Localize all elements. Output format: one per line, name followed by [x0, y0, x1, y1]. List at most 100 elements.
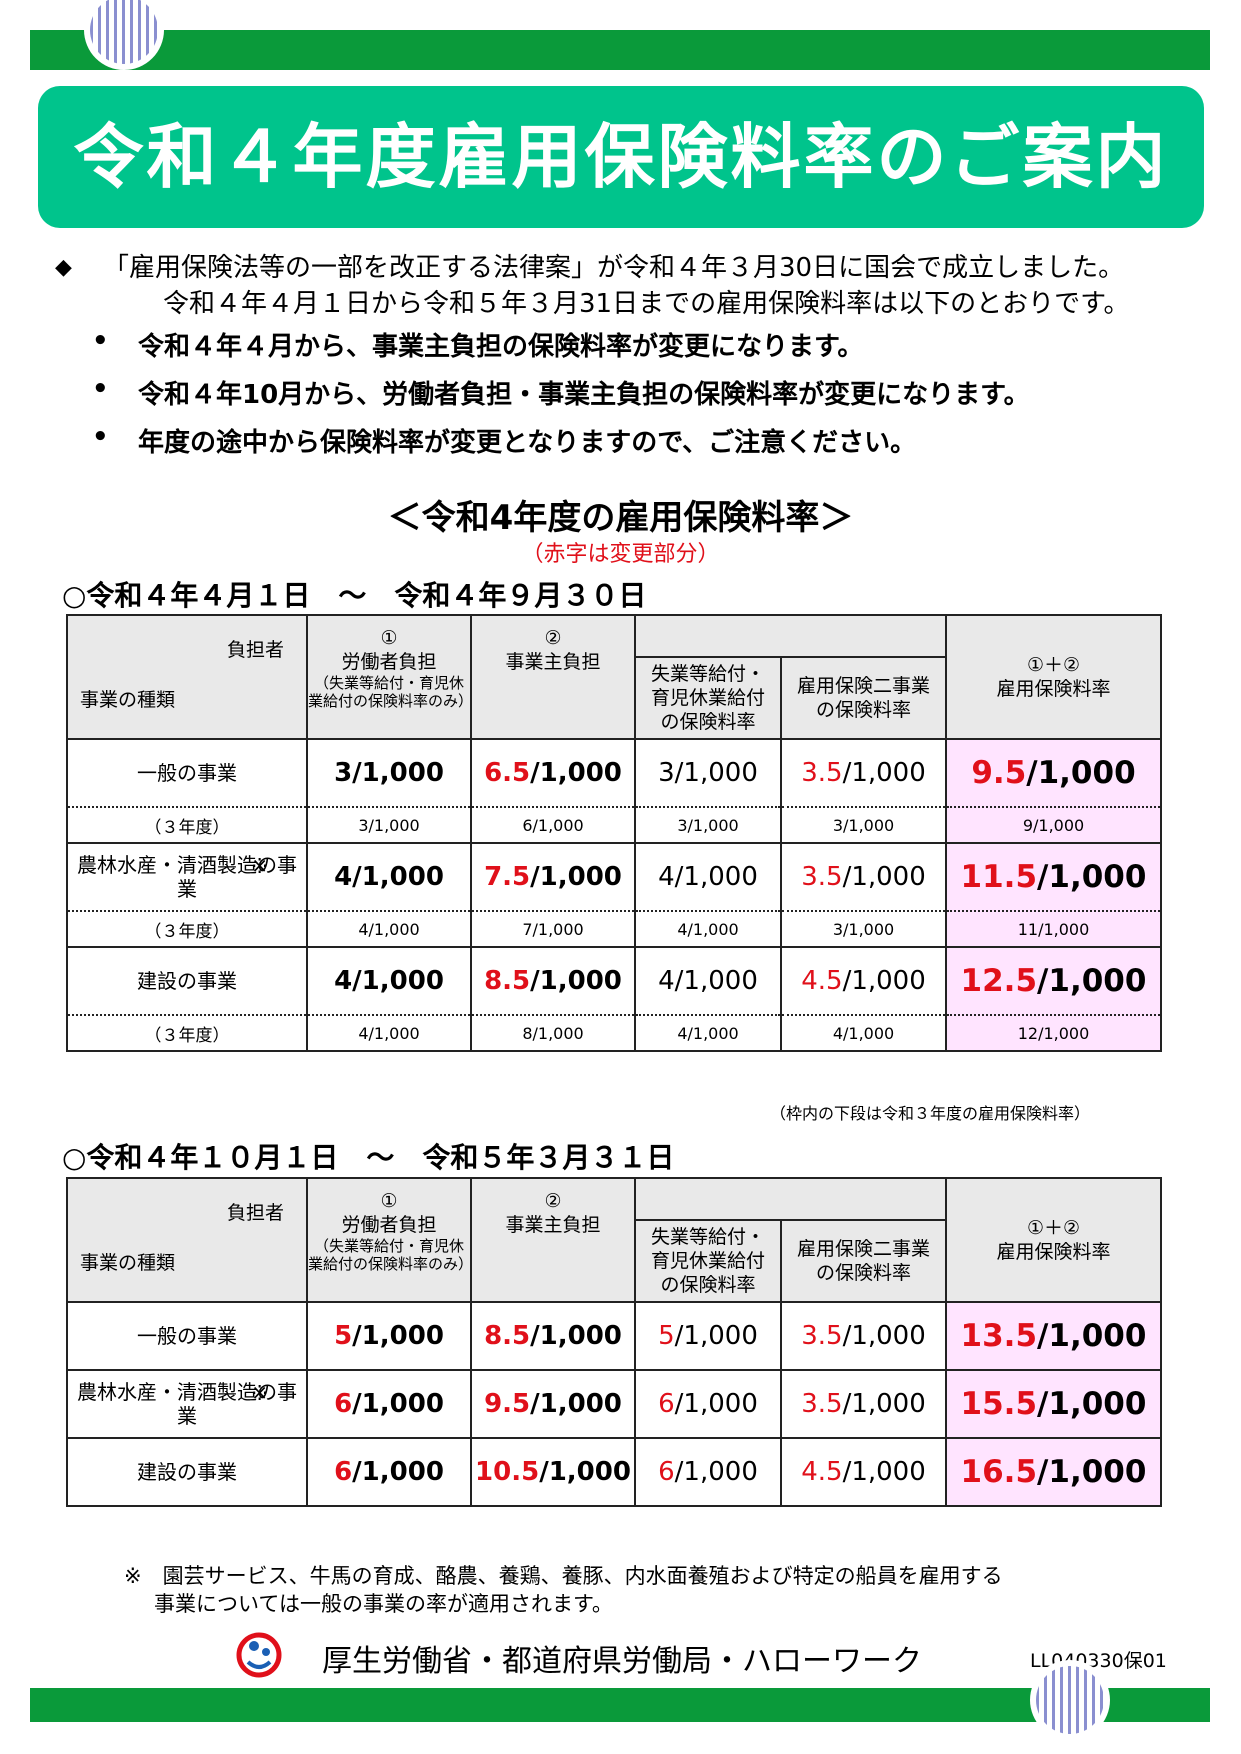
page-title: 令和４年度雇用保険料率のご案内 — [73, 116, 1169, 198]
prev-year-rate-cell: 7/1,000 — [470, 910, 636, 948]
employer-rate-cell: 6.5/1,000 — [470, 738, 636, 808]
two-programs-rate-cell: 3.5/1,000 — [780, 1301, 947, 1371]
prev-year-row: （３年度） 3/1,000 6/1,000 3/1,000 3/1,000 9/1,000 — [66, 806, 1162, 844]
worker-rate-cell: 4/1,000 — [306, 842, 472, 912]
period-2-label: ○令和４年１０月１日 ～ 令和５年３月３１日 — [62, 1141, 675, 1174]
total-rate-cell: 12.5/1,000 — [945, 946, 1162, 1016]
prev-year-rate-cell: 4/1,000 — [780, 1014, 947, 1052]
table-row: 一般の事業 5/1,000 8.5/1,000 5/1,000 3.5/1,000 13.… — [66, 1301, 1162, 1371]
unemployment-rate-cell: 4/1,000 — [634, 946, 782, 1016]
two-programs-rate-cell: 3.5/1,000 — [780, 738, 947, 808]
employer-rate-cell: 10.5/1,000 — [470, 1437, 636, 1507]
decorative-circle — [1030, 1660, 1110, 1740]
worker-rate-cell: 6/1,000 — [306, 1437, 472, 1507]
prev-year-label: （３年度） — [66, 806, 308, 844]
prev-year-rate-cell: 4/1,000 — [306, 1014, 472, 1052]
footnote: ※ 園芸サービス、牛馬の育成、酪農、養鶏、養豚、内水面養殖および特定の船員を雇用… — [124, 1564, 1003, 1616]
unemployment-rate-cell: 6/1,000 — [634, 1369, 782, 1439]
table-row: 農林水産・清酒製造の事業 ※ 6/1,000 9.5/1,000 6/1,000 3.5/… — [66, 1369, 1162, 1439]
table-row: 農林水産・清酒製造の事業 ※ 4/1,000 7.5/1,000 4/1,000 3.5/… — [66, 842, 1162, 912]
prev-year-rate-cell: 12/1,000 — [945, 1014, 1162, 1052]
bullet-dot-icon: • — [92, 374, 109, 404]
business-type-cell: 農林水産・清酒製造の事業 ※ — [66, 1369, 308, 1439]
header-diagonal-cell: 負担者 事業の種類 — [66, 1177, 308, 1303]
business-type-cell: 一般の事業 — [66, 738, 308, 808]
header-diagonal-cell: 負担者 事業の種類 — [66, 614, 308, 740]
section-title: ＜令和4年度の雇用保険料率＞ — [387, 498, 854, 538]
prev-year-rate-cell: 3/1,000 — [780, 910, 947, 948]
two-programs-rate-cell: 3.5/1,000 — [780, 1369, 947, 1439]
employer-rate-cell: 8.5/1,000 — [470, 1301, 636, 1371]
table-row: 建設の事業 6/1,000 10.5/1,000 6/1,000 4.5/1,000 16… — [66, 1437, 1162, 1507]
kome-mark: ※ — [251, 1381, 268, 1405]
total-rate-cell: 15.5/1,000 — [945, 1369, 1162, 1439]
header-employer: ② 事業主負担 — [470, 1177, 636, 1303]
unemployment-rate-cell: 3/1,000 — [634, 738, 782, 808]
header-employer-breakdown — [635, 614, 947, 658]
prev-year-rate-cell: 8/1,000 — [470, 1014, 636, 1052]
header-total: ①＋② 雇用保険料率 — [945, 1177, 1162, 1303]
employer-rate-cell: 8.5/1,000 — [470, 946, 636, 1016]
prev-year-row: （３年度） 4/1,000 8/1,000 4/1,000 4/1,000 12/1,00… — [66, 1014, 1162, 1052]
footer-organization: 厚生労働省・都道府県労働局・ハローワーク — [322, 1644, 922, 1679]
prev-year-rate-cell: 4/1,000 — [306, 910, 472, 948]
table-row: 一般の事業 3/1,000 6.5/1,000 3/1,000 3.5/1,000 9.5… — [66, 738, 1162, 808]
two-programs-rate-cell: 4.5/1,000 — [780, 1437, 947, 1507]
worker-rate-cell: 5/1,000 — [306, 1301, 472, 1371]
total-rate-cell: 9.5/1,000 — [945, 738, 1162, 808]
diamond-icon: ◆ — [55, 255, 72, 280]
prev-year-rate-cell: 6/1,000 — [470, 806, 636, 844]
header-unemployment: 失業等給付・育児休業給付の保険料率 — [634, 1219, 782, 1303]
total-rate-cell: 11.5/1,000 — [945, 842, 1162, 912]
prev-year-rate-cell: 4/1,000 — [634, 910, 782, 948]
employer-rate-cell: 9.5/1,000 — [470, 1369, 636, 1439]
prev-year-label: （３年度） — [66, 910, 308, 948]
total-rate-cell: 13.5/1,000 — [945, 1301, 1162, 1371]
total-rate-cell: 16.5/1,000 — [945, 1437, 1162, 1507]
kome-mark: ※ — [251, 854, 268, 878]
period-1-label: ○令和４年４月１日 ～ 令和４年９月３０日 — [62, 579, 647, 612]
worker-rate-cell: 4/1,000 — [306, 946, 472, 1016]
bottom-green-band — [30, 1688, 1210, 1722]
header-unemployment: 失業等給付・育児休業給付の保険料率 — [634, 656, 782, 740]
intro-line-1: 「雇用保険法等の一部を改正する法律案」が令和４年３月30日に国会で成立しました。 — [103, 253, 1125, 283]
two-programs-rate-cell: 3.5/1,000 — [780, 842, 947, 912]
header-worker: ① 労働者負担 （失業等給付・育児休業給付の保険料率のみ） — [306, 1177, 473, 1303]
top-green-band — [30, 30, 1210, 70]
table-footnote: （枠内の下段は令和３年度の雇用保険料率） — [770, 1104, 1091, 1123]
header-worker: ① 労働者負担 （失業等給付・育児休業給付の保険料率のみ） — [306, 614, 473, 740]
bullet-dot-icon: • — [92, 326, 109, 356]
section-note: （赤字は変更部分） — [521, 542, 720, 567]
business-type-cell: 一般の事業 — [66, 1301, 308, 1371]
unemployment-rate-cell: 5/1,000 — [634, 1301, 782, 1371]
header-employer-breakdown — [634, 1177, 947, 1221]
prev-year-rate-cell: 3/1,000 — [634, 806, 782, 844]
business-type-cell: 建設の事業 — [66, 1437, 308, 1507]
prev-year-rate-cell: 4/1,000 — [634, 1014, 782, 1052]
bullet-dot-icon: • — [92, 422, 109, 452]
business-type-cell: 農林水産・清酒製造の事業 ※ — [66, 842, 308, 912]
title-banner: 令和４年度雇用保険料率のご案内 — [38, 86, 1204, 228]
ministry-logo-icon — [236, 1632, 282, 1678]
prev-year-rate-cell: 3/1,000 — [780, 806, 947, 844]
intro-line-2: 令和４年４月１日から令和５年３月31日までの雇用保険料率は以下のとおりです。 — [163, 289, 1130, 319]
prev-year-label: （３年度） — [66, 1014, 308, 1052]
decorative-circle — [84, 0, 164, 70]
employer-rate-cell: 7.5/1,000 — [470, 842, 636, 912]
business-type-cell: 建設の事業 — [66, 946, 308, 1016]
prev-year-rate-cell: 3/1,000 — [306, 806, 472, 844]
prev-year-rate-cell: 11/1,000 — [945, 910, 1162, 948]
unemployment-rate-cell: 4/1,000 — [634, 842, 782, 912]
header-two-programs: 雇用保険二事業の保険料率 — [780, 656, 947, 740]
prev-year-rate-cell: 9/1,000 — [945, 806, 1162, 844]
header-employer: ② 事業主負担 — [470, 614, 636, 740]
worker-rate-cell: 3/1,000 — [306, 738, 472, 808]
header-total: ①＋② 雇用保険料率 — [945, 614, 1162, 740]
header-two-programs: 雇用保険二事業の保険料率 — [780, 1219, 947, 1303]
table-row: 建設の事業 4/1,000 8.5/1,000 4/1,000 4.5/1,000 12.… — [66, 946, 1162, 1016]
two-programs-rate-cell: 4.5/1,000 — [780, 946, 947, 1016]
worker-rate-cell: 6/1,000 — [306, 1369, 472, 1439]
prev-year-row: （３年度） 4/1,000 7/1,000 4/1,000 3/1,000 11/1,00… — [66, 910, 1162, 948]
